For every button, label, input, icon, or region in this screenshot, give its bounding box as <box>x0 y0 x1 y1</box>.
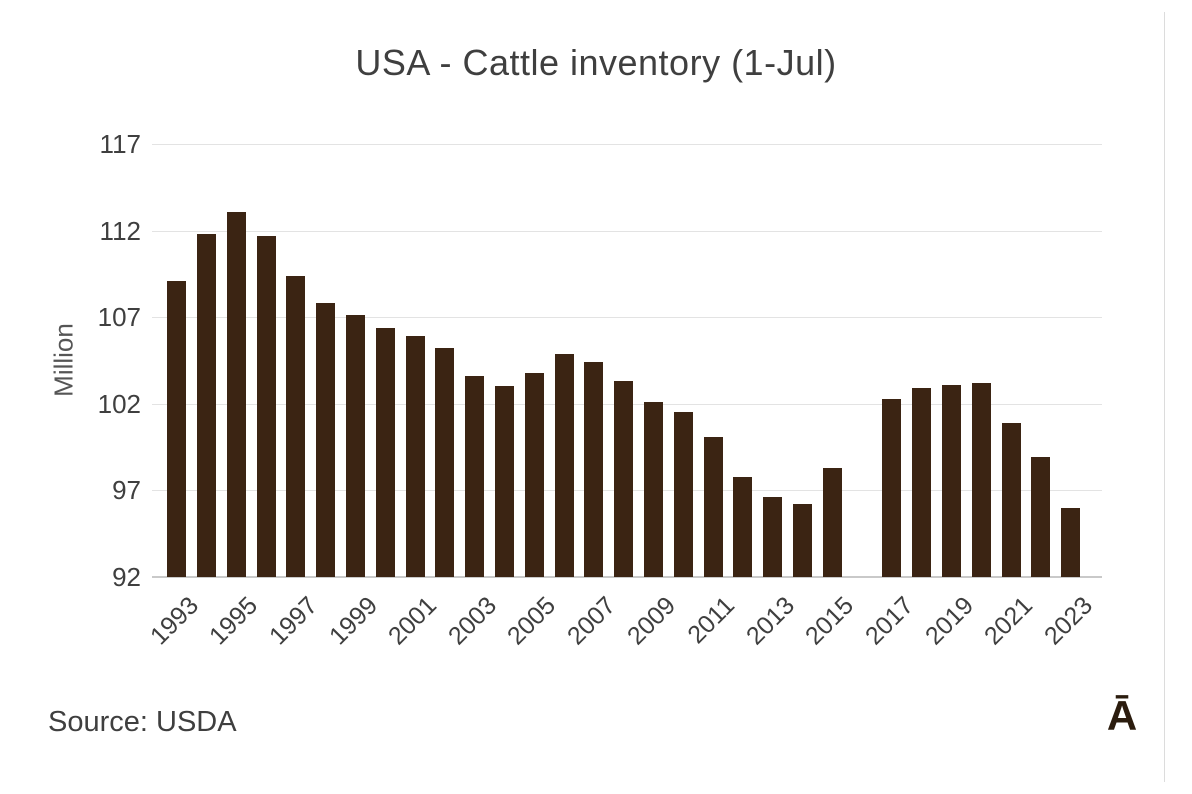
bar-1996 <box>256 235 276 577</box>
bar-2001 <box>405 336 425 577</box>
x-tick-label-1995: 1995 <box>204 591 264 651</box>
bar-2020 <box>971 383 991 577</box>
bar-2005 <box>524 372 544 577</box>
x-tick-label-1997: 1997 <box>263 591 323 651</box>
x-tick-label-2005: 2005 <box>502 591 562 651</box>
source-note: Source: USDA <box>48 706 237 738</box>
bar-2009 <box>644 402 663 577</box>
x-tick-label-2023: 2023 <box>1038 591 1098 651</box>
bar-2018 <box>912 388 932 577</box>
bar-2010 <box>673 412 693 577</box>
bar-2021 <box>1001 422 1021 577</box>
bar-1998 <box>316 303 336 577</box>
x-tick-label-2009: 2009 <box>621 591 681 651</box>
x-tick-label-2001: 2001 <box>383 591 443 651</box>
gridline-112 <box>152 230 1102 232</box>
x-tick-label-2021: 2021 <box>979 591 1039 651</box>
bar-2019 <box>942 384 961 577</box>
y-tick-label-97: 97 <box>112 475 141 506</box>
bar-1995 <box>226 211 246 577</box>
x-tick-label-1993: 1993 <box>144 591 204 651</box>
y-tick-label-102: 102 <box>97 388 141 419</box>
bar-2012 <box>733 476 753 577</box>
gridline-117 <box>152 144 1102 145</box>
x-tick-label-2007: 2007 <box>561 591 621 651</box>
bar-1993 <box>167 280 187 577</box>
bar-2003 <box>465 376 485 577</box>
bar-1997 <box>286 275 306 577</box>
x-tick-label-1999: 1999 <box>323 591 383 651</box>
bar-2022 <box>1031 457 1051 577</box>
bar-1999 <box>346 315 365 577</box>
x-tick-label-2015: 2015 <box>800 591 860 651</box>
x-tick-label-2011: 2011 <box>682 591 741 650</box>
x-tick-label-2013: 2013 <box>740 591 800 651</box>
y-tick-label-112: 112 <box>99 215 141 246</box>
bar-2006 <box>554 353 574 577</box>
y-tick-label-107: 107 <box>97 302 141 333</box>
y-tick-label-117: 117 <box>99 129 141 159</box>
bar-2023 <box>1061 507 1081 577</box>
bar-2004 <box>495 386 514 577</box>
bar-2002 <box>435 348 455 577</box>
x-tick-label-2017: 2017 <box>859 591 919 651</box>
bar-2011 <box>703 436 723 577</box>
bar-2015 <box>822 467 842 577</box>
watermark-logo: Ā <box>1106 692 1138 739</box>
x-tick-label-2019: 2019 <box>919 591 979 651</box>
gridline-107 <box>152 317 1102 319</box>
bar-2008 <box>614 381 634 577</box>
y-tick-label-92: 92 <box>112 562 141 592</box>
right-edge-line <box>1164 12 1165 782</box>
x-tick-label-2003: 2003 <box>442 591 502 651</box>
x-axis-line <box>152 576 1102 578</box>
bar-1994 <box>197 234 216 577</box>
bar-2014 <box>793 504 812 577</box>
chart-title: USA - Cattle inventory (1-Jul) <box>355 42 837 83</box>
bar-2000 <box>375 327 395 577</box>
bar-2007 <box>584 362 604 577</box>
bar-2013 <box>763 497 783 577</box>
bar-2017 <box>882 398 902 577</box>
